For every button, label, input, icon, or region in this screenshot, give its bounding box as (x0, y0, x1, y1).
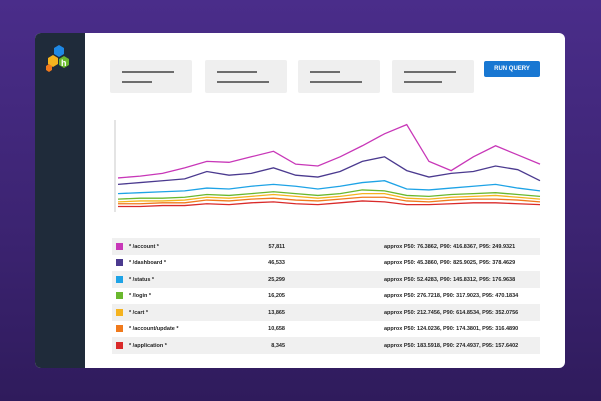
row-count: 16,205 (268, 293, 285, 299)
row-count: 13,865 (268, 309, 285, 316)
filter[interactable] (205, 60, 287, 93)
line-chart (114, 120, 541, 212)
series-line (117, 123, 541, 179)
row-name: * /application * (129, 342, 167, 349)
table-row[interactable]: * /status * 25,299 approx P50: 52.4283, P9… (112, 271, 540, 288)
series-line (117, 180, 541, 195)
row-name: * /account * (129, 243, 159, 250)
series-line (118, 200, 541, 208)
row-approx: approx P50: 276.7218, P90: 317.9023, P95… (384, 293, 519, 299)
color-swatch (116, 292, 123, 299)
color-swatch (116, 325, 123, 332)
color-swatch (116, 242, 123, 250)
series-line (117, 156, 541, 186)
row-name: * /login * (129, 293, 151, 299)
color-swatch (116, 259, 123, 266)
color-swatch (116, 308, 123, 316)
row-count: 8,345 (271, 342, 285, 349)
table-row[interactable]: * /login * 16,205 approx P50: 276.7218, P9… (112, 288, 540, 305)
row-name: * /account/update * (129, 326, 179, 332)
series-line (117, 192, 541, 203)
row-count: 25,299 (268, 276, 285, 283)
row-name: * /cart * (129, 309, 148, 316)
row-count: 57,811 (268, 243, 285, 250)
series-line (117, 189, 541, 200)
app-window: h RUN QUERY * /account * 57,811 approx P50… (35, 33, 565, 368)
results-table: * /account * 57,811 approx P50: 76.3862, P… (112, 238, 540, 354)
color-swatch (116, 275, 123, 283)
color-swatch (116, 341, 123, 349)
filter[interactable] (110, 60, 192, 93)
table-row[interactable]: * /cart * 13,865 approx P50: 212.7456, P90… (112, 304, 540, 321)
table-row[interactable]: * /dashboard * 46,533 approx P50: 45.3860,… (112, 255, 540, 272)
logo: h (46, 45, 69, 72)
row-approx: approx P50: 76.3862, P90: 416.8367, P95:… (384, 243, 516, 250)
table-row[interactable]: * /account/update * 10,658 approx P50: 124… (112, 321, 540, 338)
row-approx: approx P50: 45.3860, P90: 825.9025, P95:… (384, 260, 516, 266)
row-count: 10,658 (268, 326, 285, 332)
run-query-button[interactable]: RUN QUERY (484, 61, 540, 77)
filter[interactable] (392, 60, 474, 93)
row-name: * /status * (129, 276, 155, 283)
row-approx: approx P50: 183.5918, P90: 274.4937, P95… (384, 342, 519, 349)
row-name: * /dashboard * (129, 260, 166, 266)
row-approx: approx P50: 124.0236, P90: 174.3801, P95… (384, 326, 519, 332)
table-row[interactable]: * /application * 8,345 approx P50: 183.591… (112, 337, 540, 354)
sidebar: h (35, 33, 85, 368)
series-line (118, 196, 541, 205)
svg-text:h: h (61, 58, 67, 68)
row-approx: approx P50: 52.4283, P90: 145.8312, P95:… (384, 276, 516, 283)
row-count: 46,533 (268, 260, 285, 266)
row-approx: approx P50: 212.7456, P90: 614.8534, P95… (384, 309, 519, 316)
table-row[interactable]: * /account * 57,811 approx P50: 76.3862, P… (112, 238, 540, 255)
filter[interactable] (298, 60, 380, 93)
